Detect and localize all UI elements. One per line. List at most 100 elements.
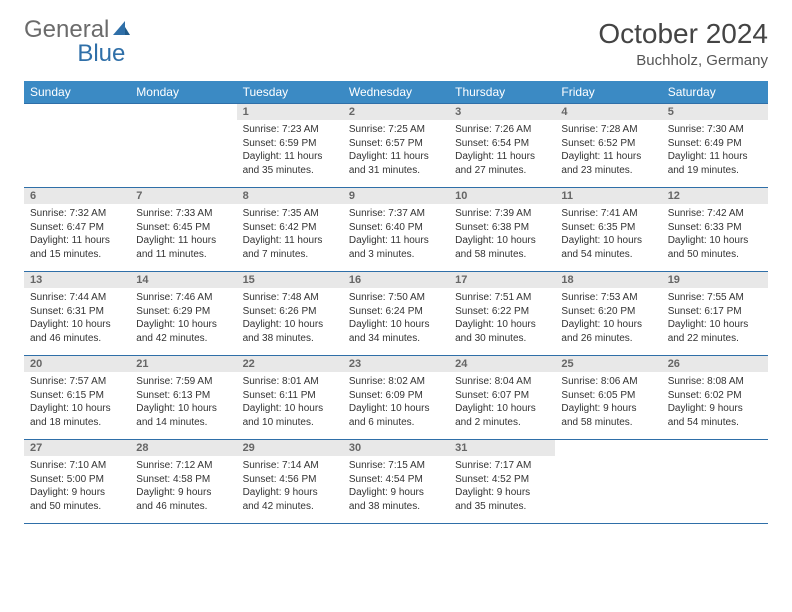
daylight-text: Daylight: 11 hours and 3 minutes. <box>349 234 443 261</box>
date-data-row: Sunrise: 7:32 AMSunset: 6:47 PMDaylight:… <box>24 204 768 272</box>
sunrise-text: Sunrise: 7:50 AM <box>349 291 443 305</box>
sunrise-text: Sunrise: 7:26 AM <box>455 123 549 137</box>
date-number: 9 <box>343 188 449 205</box>
date-cell: Sunrise: 7:35 AMSunset: 6:42 PMDaylight:… <box>237 204 343 272</box>
date-number <box>130 104 236 121</box>
daylight-text: Daylight: 10 hours and 42 minutes. <box>136 318 230 345</box>
date-data-row: Sunrise: 7:57 AMSunset: 6:15 PMDaylight:… <box>24 372 768 440</box>
sunset-text: Sunset: 6:09 PM <box>349 389 443 403</box>
daylight-text: Daylight: 10 hours and 50 minutes. <box>668 234 762 261</box>
date-cell: Sunrise: 8:02 AMSunset: 6:09 PMDaylight:… <box>343 372 449 440</box>
date-data-row: Sunrise: 7:10 AMSunset: 5:00 PM Daylight:… <box>24 456 768 524</box>
date-number: 4 <box>555 104 661 121</box>
date-cell: Sunrise: 7:55 AMSunset: 6:17 PMDaylight:… <box>662 288 768 356</box>
daylight-text: Daylight: 11 hours and 15 minutes. <box>30 234 124 261</box>
sunrise-text: Sunrise: 7:39 AM <box>455 207 549 221</box>
day-header: Friday <box>555 81 661 104</box>
sunrise-text: Sunrise: 7:17 AM <box>455 459 549 473</box>
date-cell: Sunrise: 8:06 AMSunset: 6:05 PMDaylight:… <box>555 372 661 440</box>
date-number: 10 <box>449 188 555 205</box>
date-cell: Sunrise: 8:04 AMSunset: 6:07 PMDaylight:… <box>449 372 555 440</box>
calendar-table: Sunday Monday Tuesday Wednesday Thursday… <box>24 81 768 524</box>
date-cell: Sunrise: 8:01 AMSunset: 6:11 PMDaylight:… <box>237 372 343 440</box>
daylight-text: Daylight: 10 hours and 10 minutes. <box>243 402 337 429</box>
date-number: 2 <box>343 104 449 121</box>
date-cell: Sunrise: 7:23 AMSunset: 6:59 PMDaylight:… <box>237 120 343 188</box>
day-header: Tuesday <box>237 81 343 104</box>
date-cell: Sunrise: 7:48 AMSunset: 6:26 PMDaylight:… <box>237 288 343 356</box>
daylight-text: Daylight: 11 hours and 31 minutes. <box>349 150 443 177</box>
date-cell: Sunrise: 7:26 AMSunset: 6:54 PMDaylight:… <box>449 120 555 188</box>
daylight-text: Daylight: 10 hours and 58 minutes. <box>455 234 549 261</box>
title-block: October 2024 Buchholz, Germany <box>598 18 768 69</box>
sunrise-text: Sunrise: 7:32 AM <box>30 207 124 221</box>
daylight-text: Daylight: 11 hours and 35 minutes. <box>243 150 337 177</box>
date-data-row: Sunrise: 7:44 AMSunset: 6:31 PMDaylight:… <box>24 288 768 356</box>
sunrise-text: Sunrise: 7:23 AM <box>243 123 337 137</box>
date-number <box>662 440 768 457</box>
date-number: 3 <box>449 104 555 121</box>
daylight-text: Daylight: 11 hours and 27 minutes. <box>455 150 549 177</box>
sunset-text: Sunset: 4:54 PM <box>349 473 443 487</box>
date-number-row: 2728293031 <box>24 440 768 457</box>
sunrise-text: Sunrise: 7:10 AM <box>30 459 124 473</box>
daylight-text: Daylight: 10 hours and 14 minutes. <box>136 402 230 429</box>
day-header: Wednesday <box>343 81 449 104</box>
date-cell: Sunrise: 7:10 AMSunset: 5:00 PMDaylight:… <box>24 456 130 524</box>
sunrise-text: Sunrise: 7:59 AM <box>136 375 230 389</box>
date-number: 26 <box>662 356 768 373</box>
date-cell <box>555 456 661 524</box>
day-header: Thursday <box>449 81 555 104</box>
sunrise-text: Sunrise: 7:42 AM <box>668 207 762 221</box>
sunrise-text: Sunrise: 7:37 AM <box>349 207 443 221</box>
sunset-text: Sunset: 6:05 PM <box>561 389 655 403</box>
sunrise-text: Sunrise: 7:46 AM <box>136 291 230 305</box>
sunrise-text: Sunrise: 7:14 AM <box>243 459 337 473</box>
sunset-text: Sunset: 6:20 PM <box>561 305 655 319</box>
date-number <box>555 440 661 457</box>
date-cell: Sunrise: 7:50 AMSunset: 6:24 PMDaylight:… <box>343 288 449 356</box>
date-cell <box>662 456 768 524</box>
sunrise-text: Sunrise: 7:28 AM <box>561 123 655 137</box>
date-number-row: 12345 <box>24 104 768 121</box>
sunset-text: Sunset: 6:26 PM <box>243 305 337 319</box>
sunset-text: Sunset: 6:57 PM <box>349 137 443 151</box>
date-cell: Sunrise: 7:39 AMSunset: 6:38 PMDaylight:… <box>449 204 555 272</box>
day-header: Monday <box>130 81 236 104</box>
date-number: 16 <box>343 272 449 289</box>
date-data-row: Sunrise: 7:23 AMSunset: 6:59 PMDaylight:… <box>24 120 768 188</box>
daylight-text: Daylight: 10 hours and 54 minutes. <box>561 234 655 261</box>
date-number: 31 <box>449 440 555 457</box>
day-header-row: Sunday Monday Tuesday Wednesday Thursday… <box>24 81 768 104</box>
date-cell: Sunrise: 7:15 AMSunset: 4:54 PMDaylight:… <box>343 456 449 524</box>
logo-text-gray: General <box>24 18 109 42</box>
date-number: 21 <box>130 356 236 373</box>
daylight-text: Daylight: 10 hours and 2 minutes. <box>455 402 549 429</box>
date-number: 1 <box>237 104 343 121</box>
daylight-text: Daylight: 10 hours and 34 minutes. <box>349 318 443 345</box>
sunset-text: Sunset: 6:45 PM <box>136 221 230 235</box>
sunrise-text: Sunrise: 7:30 AM <box>668 123 762 137</box>
sunset-text: Sunset: 4:58 PM <box>136 473 230 487</box>
logo: GeneralBlue <box>24 18 131 66</box>
sunset-text: Sunset: 6:47 PM <box>30 221 124 235</box>
daylight-text: Daylight: 9 hours and 46 minutes. <box>136 486 230 513</box>
header: GeneralBlue October 2024 Buchholz, Germa… <box>24 18 768 69</box>
date-cell: Sunrise: 7:14 AMSunset: 4:56 PMDaylight:… <box>237 456 343 524</box>
sunset-text: Sunset: 6:52 PM <box>561 137 655 151</box>
date-number: 29 <box>237 440 343 457</box>
date-number: 23 <box>343 356 449 373</box>
sunrise-text: Sunrise: 8:08 AM <box>668 375 762 389</box>
sunset-text: Sunset: 6:02 PM <box>668 389 762 403</box>
date-cell: Sunrise: 7:28 AMSunset: 6:52 PMDaylight:… <box>555 120 661 188</box>
daylight-text: Daylight: 11 hours and 7 minutes. <box>243 234 337 261</box>
sunrise-text: Sunrise: 8:02 AM <box>349 375 443 389</box>
date-number: 17 <box>449 272 555 289</box>
sunset-text: Sunset: 6:49 PM <box>668 137 762 151</box>
sunrise-text: Sunrise: 7:41 AM <box>561 207 655 221</box>
date-cell: Sunrise: 7:42 AMSunset: 6:33 PMDaylight:… <box>662 204 768 272</box>
sunset-text: Sunset: 5:00 PM <box>30 473 124 487</box>
sunset-text: Sunset: 6:31 PM <box>30 305 124 319</box>
daylight-text: Daylight: 10 hours and 22 minutes. <box>668 318 762 345</box>
date-number: 14 <box>130 272 236 289</box>
